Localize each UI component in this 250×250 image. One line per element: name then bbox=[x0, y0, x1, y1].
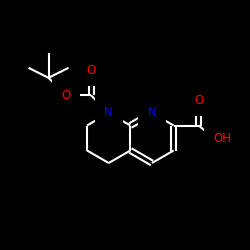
Text: OH: OH bbox=[214, 132, 232, 144]
Text: O: O bbox=[86, 64, 96, 77]
Text: N: N bbox=[148, 106, 156, 120]
Text: N: N bbox=[104, 106, 113, 120]
Text: O: O bbox=[194, 94, 203, 107]
Text: O: O bbox=[62, 89, 71, 102]
